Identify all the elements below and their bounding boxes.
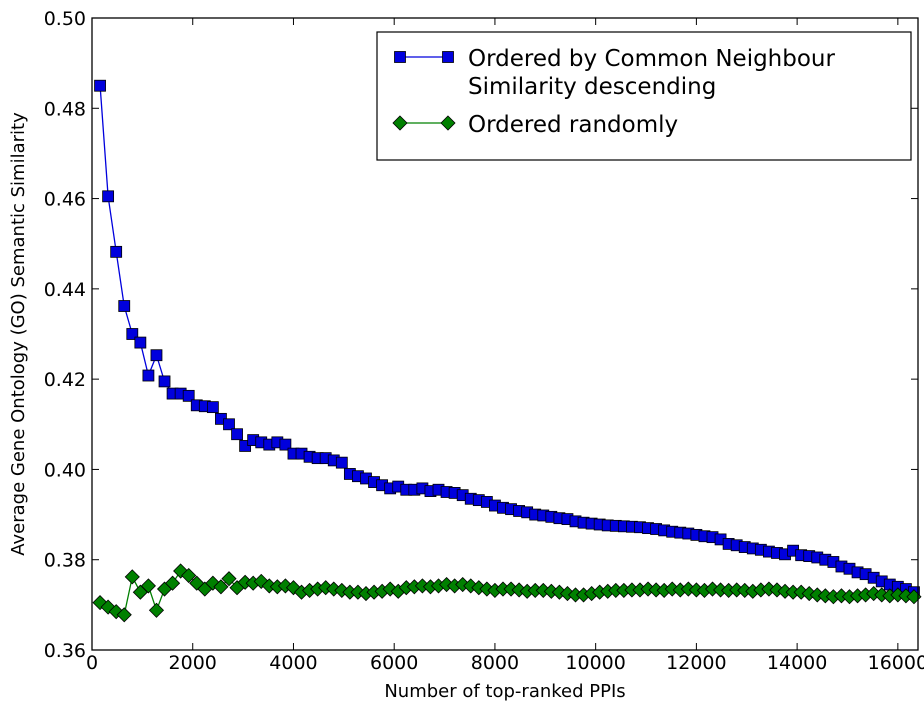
data-point	[148, 602, 165, 618]
series-2	[92, 563, 922, 623]
data-point	[181, 567, 197, 584]
legend-label-line: Ordered by Common Neighbour	[468, 46, 836, 72]
data-point	[335, 456, 348, 469]
legend-entry-2: Ordered randomly	[392, 112, 678, 138]
ticks-layer: 0 2000 4000 6000 8000 10000 12000 14000 16000 0.3…	[44, 8, 924, 674]
data-point	[165, 575, 181, 591]
data-point	[206, 401, 219, 414]
legend-box	[376, 31, 912, 161]
data-point	[182, 389, 195, 402]
data-point	[140, 578, 156, 594]
legend-label: Ordered randomly	[468, 112, 678, 138]
x-axis-label: Number of top-ranked PPIs	[384, 681, 625, 702]
y-tick-label: 0.38	[44, 550, 86, 572]
series-layer	[92, 79, 922, 623]
data-point	[279, 438, 292, 451]
data-point	[126, 328, 139, 340]
data-point	[221, 571, 237, 587]
y-tick-label: 0.48	[44, 98, 86, 120]
y-tick-label: 0.44	[44, 279, 86, 301]
x-tick-label: 14000	[767, 652, 827, 674]
y-tick-label: 0.40	[44, 459, 86, 481]
y-axis-label: Average Gene Ontology (GO) Semantic Simi…	[8, 112, 29, 556]
legend-entry-1: Ordered by Common Neighbour Similarity de…	[394, 46, 836, 100]
data-point	[231, 428, 243, 441]
data-point	[150, 349, 163, 362]
data-point	[134, 336, 147, 349]
x-tick-label: 0	[86, 652, 98, 674]
x-tick-label: 2000	[169, 652, 217, 674]
y-tick-label: 0.42	[44, 369, 86, 391]
x-tick-label: 4000	[269, 652, 317, 674]
legend-marker	[394, 51, 406, 63]
legend-marker	[440, 115, 456, 131]
data-point	[116, 607, 132, 623]
data-point	[213, 579, 229, 595]
legend-label-line: Ordered randomly	[468, 112, 678, 138]
y-tick-label: 0.50	[44, 8, 86, 30]
x-tick-label: 10000	[565, 652, 625, 674]
data-point	[223, 418, 235, 431]
legend-label: Ordered by Common Neighbour Similarity de…	[468, 46, 836, 100]
x-tick-label: 16000	[868, 652, 924, 674]
data-point	[124, 569, 140, 585]
x-tick-label: 6000	[370, 652, 418, 674]
data-point	[158, 375, 171, 388]
y-tick-label: 0.36	[44, 640, 86, 662]
data-point	[142, 369, 155, 382]
legend: Ordered by Common Neighbour Similarity de…	[376, 31, 912, 161]
legend-marker	[442, 51, 454, 63]
y-tick-label: 0.46	[44, 189, 86, 211]
plot-frame	[91, 17, 919, 651]
legend-marker	[392, 115, 408, 131]
legend-label-line: Similarity descending	[468, 74, 716, 100]
x-tick-label: 12000	[666, 652, 726, 674]
data-point	[118, 300, 131, 312]
data-point	[94, 79, 106, 92]
data-point	[110, 245, 123, 258]
data-point	[102, 190, 115, 203]
x-tick-label: 8000	[471, 652, 519, 674]
